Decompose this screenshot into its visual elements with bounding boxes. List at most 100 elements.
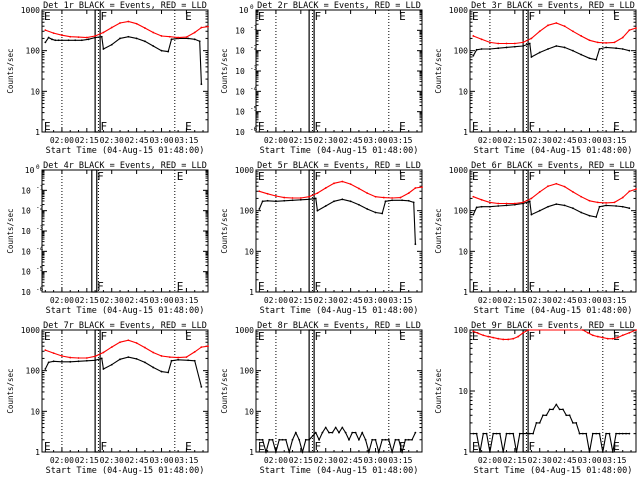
series-point — [480, 38, 483, 41]
series-point — [498, 432, 501, 435]
series-point — [367, 451, 370, 453]
series-point — [598, 205, 601, 208]
series-point — [588, 451, 591, 453]
panel-title: Det 6r BLACK = Events, RED = LLD — [471, 161, 635, 171]
event-marker-bottom: F — [528, 280, 535, 293]
series-point — [44, 349, 47, 352]
y-tick-exponent: -1 — [250, 24, 258, 31]
series-point — [94, 359, 97, 362]
series-point — [304, 438, 307, 441]
y-tick-label: 1 — [35, 128, 40, 137]
x-tick-label: 02:30 — [528, 296, 552, 305]
series-point — [611, 337, 614, 340]
series-point — [555, 182, 558, 185]
series-point — [52, 352, 55, 355]
series-point — [144, 27, 146, 29]
series-point — [354, 431, 357, 434]
x-tick-label: 02:30 — [314, 296, 338, 305]
series-point — [85, 357, 88, 359]
series-point — [258, 208, 261, 210]
series-point — [127, 20, 130, 23]
series-point — [508, 432, 511, 435]
x-tick-label: 03:00 — [363, 136, 387, 145]
series-point — [512, 432, 515, 435]
event-marker-bottom: F — [528, 120, 535, 133]
series-point — [152, 366, 155, 369]
y-tick-label: 10 — [458, 87, 468, 96]
event-marker-bottom: E — [613, 440, 620, 453]
series-point — [621, 196, 624, 199]
event-marker-bottom: E — [177, 280, 184, 293]
series-point — [152, 31, 155, 34]
series-point — [331, 431, 334, 434]
series-point — [472, 54, 475, 57]
event-marker-bottom: E — [185, 120, 192, 133]
series-point — [127, 339, 130, 342]
series-point — [487, 335, 490, 338]
series-point — [374, 195, 377, 198]
y-tick-label: 10 — [244, 407, 254, 416]
y-tick-label: 100 — [454, 326, 469, 335]
series-point — [100, 357, 103, 360]
series-point — [168, 35, 171, 38]
panel-8: Det 8r BLACK = Events, RED = LLD 1 10 100 10… — [220, 321, 423, 476]
series-point — [377, 451, 380, 453]
event-marker-bottom: E — [613, 280, 620, 293]
series-point — [414, 187, 417, 189]
event-marker-top: E — [185, 330, 192, 343]
x-tick-label: 03:00 — [577, 136, 601, 145]
series-point — [555, 22, 558, 24]
series-point — [74, 39, 77, 42]
y-tick-label: 10 — [458, 387, 468, 396]
series-point — [515, 451, 518, 453]
series-point — [562, 408, 564, 411]
series-point — [85, 36, 88, 39]
x-tick-label: 02:15 — [503, 136, 527, 145]
x-tick-label: 03:00 — [363, 296, 387, 305]
series-point — [381, 212, 384, 215]
x-tick-label: 02:15 — [503, 456, 527, 465]
x-tick-label: 02:30 — [100, 136, 124, 145]
series-point — [497, 205, 500, 207]
event-marker-top: E — [258, 330, 265, 343]
series-point — [44, 41, 47, 44]
series-point — [135, 22, 138, 25]
series-point — [394, 438, 397, 441]
series-point — [578, 432, 581, 435]
series-point — [598, 48, 601, 50]
panel-title: Det 7r BLACK = Events, RED = LLD — [43, 321, 207, 331]
series-point — [193, 350, 196, 353]
x-tick-label: 03:15 — [388, 456, 412, 465]
y-tick-label: 10 — [25, 166, 35, 175]
series-point — [44, 29, 47, 32]
saa-box — [522, 169, 529, 293]
series-point — [291, 197, 294, 199]
y-tick-label: 10 — [458, 247, 468, 256]
series-point — [628, 207, 631, 210]
x-tick-label: 02:15 — [289, 456, 313, 465]
series-point — [258, 438, 261, 441]
series-point — [495, 432, 498, 435]
x-tick-label: 02:15 — [75, 136, 99, 145]
x-tick-label: 03:00 — [149, 136, 173, 145]
series-point — [333, 182, 335, 185]
series-point — [475, 432, 478, 435]
x-tick-label: 03:15 — [602, 456, 626, 465]
series-point — [605, 202, 608, 204]
saa-box — [94, 9, 101, 133]
panel-title: Det 2r BLACK = Events, RED = LLD — [257, 1, 421, 11]
series-point — [552, 408, 554, 411]
series-point — [384, 438, 387, 441]
series-point — [328, 431, 330, 434]
event-marker-bottom: E — [472, 120, 479, 133]
event-marker-top: E — [44, 10, 51, 23]
series-point — [185, 36, 188, 39]
series-point — [69, 356, 72, 359]
series-point — [412, 201, 415, 204]
series-point — [61, 34, 63, 37]
event-marker-top: F — [528, 10, 535, 23]
x-tick-label: 03:15 — [174, 456, 198, 465]
y-tick-label: 1 — [463, 448, 468, 457]
series-point — [366, 208, 369, 210]
x-tick-label: 02:00 — [478, 136, 502, 145]
